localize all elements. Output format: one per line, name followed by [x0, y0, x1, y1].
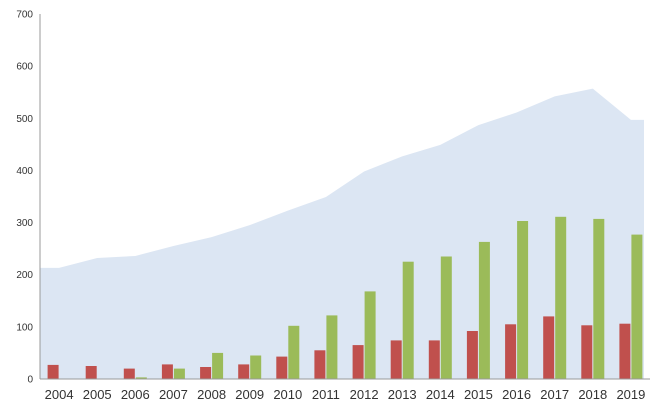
- bar-s1-2009: [250, 355, 262, 379]
- x-tick-label: 2018: [578, 387, 607, 402]
- bar-s0-2006: [123, 368, 135, 379]
- bar-s0-2008: [200, 367, 212, 379]
- x-tick-label: 2009: [235, 387, 264, 402]
- bar-s0-2014: [428, 340, 440, 379]
- y-tick-label: 300: [16, 218, 33, 229]
- x-tick-label: 2013: [388, 387, 417, 402]
- bar-s1-2007: [173, 368, 185, 379]
- bar-s1-2015: [478, 241, 490, 379]
- area-series-0: [40, 88, 644, 380]
- y-tick-label: 700: [16, 10, 33, 21]
- y-tick-labels: 0 100 200 300 400 500 600 700: [16, 10, 33, 386]
- x-tick-label: 2006: [121, 387, 150, 402]
- x-tick-label: 2010: [273, 387, 302, 402]
- bar-s1-2017: [555, 216, 567, 379]
- bar-s0-2016: [505, 324, 517, 380]
- bar-s1-2018: [593, 218, 605, 379]
- bar-s1-2016: [517, 221, 529, 379]
- y-tick-label: 200: [16, 270, 33, 281]
- x-tick-labels: 2004 2005 2006 2007 2008 2009 2010 2011 2012 2013…: [45, 387, 646, 402]
- bar-s0-2004: [47, 364, 59, 379]
- x-tick-label: 2016: [502, 387, 531, 402]
- x-tick-label: 2011: [312, 387, 340, 402]
- x-tick-label: 2014: [426, 387, 455, 402]
- y-tick-label: 0: [27, 375, 33, 386]
- bar-s0-2009: [238, 364, 250, 379]
- bar-s1-2011: [326, 315, 338, 379]
- area-layer: [40, 88, 644, 380]
- bar-s1-2010: [288, 325, 300, 379]
- x-tick-label: 2008: [197, 387, 226, 402]
- bar-s0-2013: [390, 340, 402, 379]
- bar-s1-2019: [631, 234, 643, 379]
- y-tick-label: 500: [16, 114, 33, 125]
- bar-s0-2018: [581, 325, 593, 379]
- bar-s0-2010: [276, 356, 288, 379]
- bar-s1-2006: [135, 377, 147, 379]
- y-tick-label: 100: [16, 322, 33, 333]
- bar-s1-2014: [440, 256, 452, 379]
- bar-s0-2011: [314, 350, 326, 379]
- bar-s1-2012: [364, 291, 376, 379]
- x-tick-label: 2015: [464, 387, 493, 402]
- x-tick-label: 2005: [83, 387, 112, 402]
- axis-layer: [39, 14, 650, 380]
- y-tick-label: 400: [16, 166, 33, 177]
- bar-s1-2013: [402, 261, 414, 379]
- bar-s0-2017: [543, 316, 555, 379]
- x-tick-label: 2017: [540, 387, 569, 402]
- bar-s1-2008: [212, 352, 224, 379]
- bar-s0-2015: [466, 331, 478, 379]
- x-tick-label: 2019: [616, 387, 645, 402]
- bar-layer: [47, 216, 643, 380]
- x-tick-label: 2004: [45, 387, 74, 402]
- bar-s0-2005: [85, 366, 97, 379]
- bar-s0-2019: [619, 323, 631, 379]
- bar-s0-2012: [352, 345, 364, 379]
- x-tick-label: 2012: [350, 387, 379, 402]
- y-tick-label: 600: [16, 62, 33, 73]
- x-tick-label: 2007: [159, 387, 188, 402]
- bar-s0-2007: [161, 364, 173, 379]
